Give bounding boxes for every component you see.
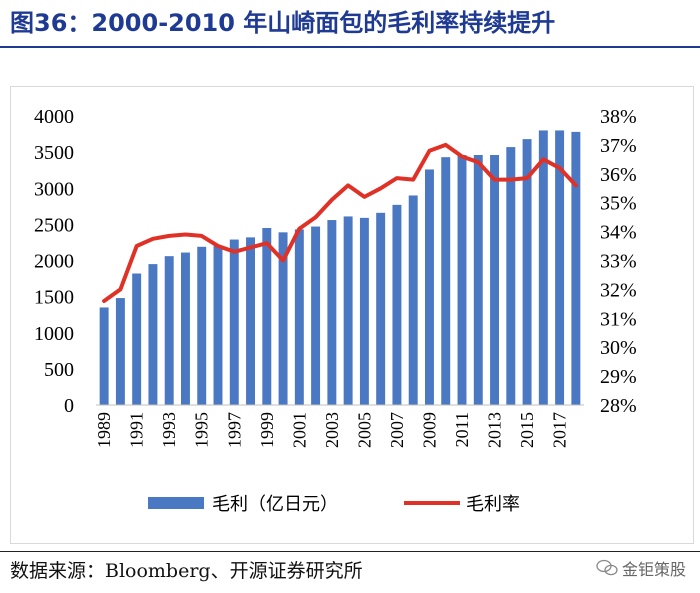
source-divider [0,551,700,552]
watermark-text: 金钜策股 [621,560,686,579]
source-note: 数据来源：Bloomberg、开源证券研究所 [10,560,363,582]
y-left-tick-3500: 3500 [34,142,74,164]
x-tick-1995: 1995 [192,412,212,448]
x-tick-1989: 1989 [94,412,114,448]
bar-1997 [229,239,239,405]
x-tick-2009: 2009 [419,412,439,448]
y-right-tick-29%: 29% [600,366,637,388]
y-left-tick-4000: 4000 [34,106,74,128]
x-tick-2011: 2011 [452,412,472,447]
x-tick-2017: 2017 [550,412,570,448]
x-tick-2005: 2005 [354,412,374,448]
bar-2017 [555,130,565,405]
bar-2002 [311,226,321,405]
bar-1998 [246,237,256,405]
y-left-tick-2000: 2000 [34,251,74,273]
bar-2006 [376,212,386,405]
bar-1996 [213,246,223,405]
y-right-tick-30%: 30% [600,337,637,359]
y-right-tick-34%: 34% [600,222,637,244]
bar-1995 [197,246,207,405]
x-tick-1991: 1991 [127,412,147,448]
bar-2008 [408,195,418,405]
y-right-tick-33%: 33% [600,251,637,273]
bar-2009 [424,169,434,405]
combo-chart: 0 500 1000 1500 2000 2500 3000 3500 4000 28% 29% 30… [34,106,637,515]
gross-margin-line [102,142,578,303]
legend-bar-swatch [148,497,204,509]
chart-frame [10,86,694,544]
bar-1999 [262,227,272,405]
bar-2001 [294,229,304,405]
y-right-tick-28%: 28% [600,395,637,417]
bar-2015 [522,139,532,405]
bar-2007 [392,204,402,405]
figure-title: 图36：2000-2010 年山崎面包的毛利率持续提升 [10,9,556,37]
x-tick-2015: 2015 [517,412,537,448]
bar-2003 [327,220,337,405]
bar-1990 [115,298,125,405]
bar-2016 [538,130,548,405]
x-tick-2007: 2007 [387,412,407,448]
x-tick-1993: 1993 [159,412,179,448]
bar-1989 [99,307,109,405]
y-left-tick-3000: 3000 [34,178,74,200]
bar-2005 [359,217,369,405]
y-left-tick-1000: 1000 [34,323,74,345]
y-right-tick-36%: 36% [600,164,637,186]
y-right-tick-38%: 38% [600,106,637,128]
y-left-tick-1500: 1500 [34,287,74,309]
bar-2010 [441,157,451,405]
watermark: 金钜策股 [596,556,686,580]
y-left-tick-0: 0 [64,395,74,417]
bar-2012 [473,155,483,405]
title-divider [0,46,700,48]
y-left-tick-2500: 2500 [34,214,74,236]
legend-bar-label: 毛利（亿日元） [212,494,338,515]
y-left-tick-500: 500 [44,359,74,381]
legend-line-label: 毛利率 [466,494,520,515]
bar-1991 [132,273,142,405]
bar-2018 [571,131,581,405]
x-tick-1997: 1997 [224,412,244,448]
bar-1992 [148,264,158,405]
x-tick-1999: 1999 [257,412,277,448]
x-tick-2013: 2013 [485,412,505,448]
bar-2014 [506,147,516,405]
bar-1993 [164,256,174,405]
bar-2000 [278,232,288,405]
y-right-tick-35%: 35% [600,193,637,215]
bar-2013 [490,155,500,405]
y-right-tick-31%: 31% [600,308,637,330]
bar-1994 [180,252,190,405]
y-right-tick-37%: 37% [600,135,637,157]
x-tick-2003: 2003 [322,412,342,448]
y-right-tick-32%: 32% [600,279,637,301]
chat-bubble-icon [596,559,618,576]
bar-2004 [343,216,353,405]
bar-2011 [457,155,467,405]
x-tick-2001: 2001 [289,412,309,448]
